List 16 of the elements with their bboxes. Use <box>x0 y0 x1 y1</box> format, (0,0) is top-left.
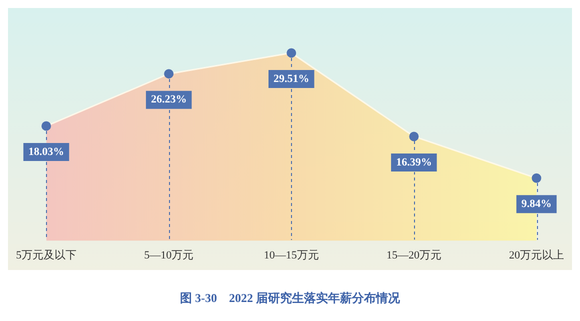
point <box>532 173 542 183</box>
x-tick-label: 5万元及以下 <box>16 248 76 262</box>
data-label: 16.39% <box>396 156 432 168</box>
data-label: 18.03% <box>28 146 64 158</box>
x-tick-label: 15—20万元 <box>386 249 442 262</box>
text: 图 3-30 2022 届研究生落实年薪分布情况 <box>8 270 572 317</box>
data-label: 26.23% <box>150 94 187 106</box>
point <box>42 121 51 131</box>
data-label: 29.51% <box>274 72 310 85</box>
data-label: 9.84% <box>521 198 552 210</box>
point <box>286 48 296 58</box>
point <box>164 69 174 79</box>
x-tick-label: 5—10万元 <box>144 249 194 262</box>
x-tick-label: 20万元以上 <box>509 248 564 262</box>
point <box>409 132 419 142</box>
x-tick-label: 10—15万元 <box>264 249 319 262</box>
